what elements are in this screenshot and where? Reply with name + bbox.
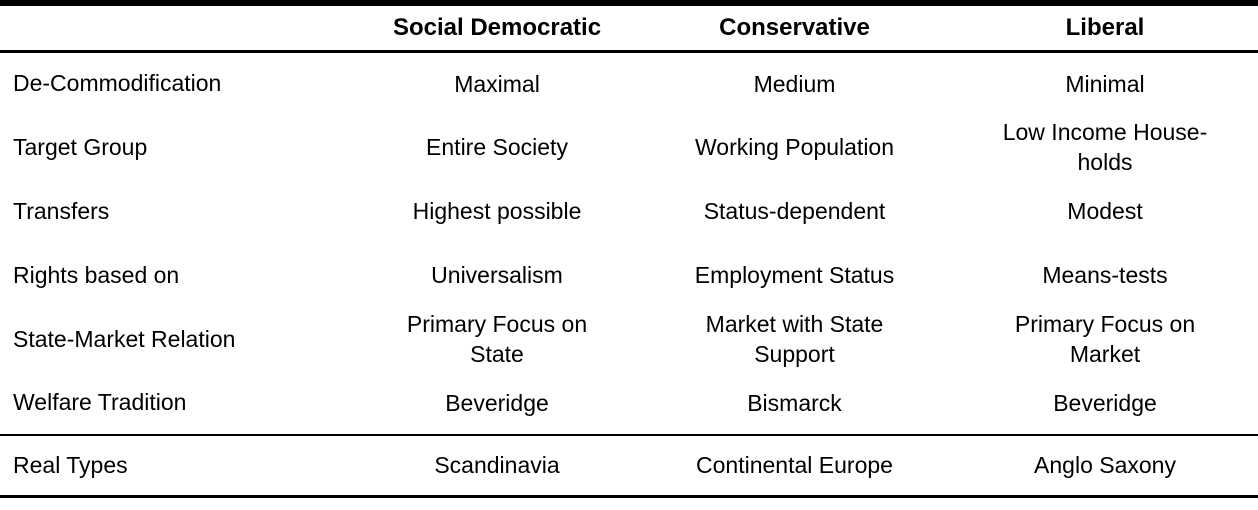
column-header-empty <box>0 3 357 51</box>
row-label: State-Market Relation <box>13 325 236 352</box>
table-row-transfers: Transfers Highest possible Status-depend… <box>0 179 1258 243</box>
column-header-liberal: Liberal <box>1065 13 1145 41</box>
cell-value: Continental Europe <box>696 452 893 479</box>
cell-value: Beveridge <box>445 389 549 416</box>
row-label: Transfers <box>13 197 110 224</box>
cell-value: Medium <box>753 70 836 97</box>
table-row-real-types: Real Types Scandinavia Continental Europ… <box>0 435 1258 496</box>
header-row: Social Democratic Conservative Liberal <box>0 3 1258 51</box>
table-row-rights-based-on: Rights based on Universalism Employment … <box>0 243 1258 307</box>
cell-value: Primary Focus on State <box>406 311 588 367</box>
table-row-de-commodification: De-Commodification Maximal Medium Minima… <box>0 51 1258 115</box>
cell-value: Minimal <box>1065 70 1145 97</box>
row-label: Target Group <box>13 133 148 160</box>
cell-value: Working Population <box>694 134 895 160</box>
cell-value: Status-dependent <box>703 198 886 224</box>
cell-value: Low Income House- holds <box>1002 119 1208 175</box>
welfare-regime-comparison-table: Social Democratic Conservative Liberal D… <box>0 0 1258 498</box>
row-label: Welfare Tradition <box>13 389 187 415</box>
column-header-social-democratic: Social Democratic <box>392 13 602 41</box>
cell-value: Highest possible <box>412 198 582 224</box>
cell-value: Primary Focus on Market <box>1014 311 1196 367</box>
cell-value: Universalism <box>431 262 563 288</box>
cell-value: Entire Society <box>426 134 568 160</box>
cell-value: Means-tests <box>1042 262 1168 288</box>
row-label: Rights based on <box>13 261 180 288</box>
row-label: De-Commodification <box>13 70 222 97</box>
row-label: Real Types <box>13 451 128 478</box>
cell-value: Anglo Saxony <box>1034 452 1176 479</box>
table-row-target-group: Target Group Entire Society Working Popu… <box>0 115 1258 179</box>
cell-value: Maximal <box>454 70 540 97</box>
table-row-state-market-relation: State-Market Relation Primary Focus on S… <box>0 307 1258 371</box>
cell-value: Market with State Support <box>705 311 884 367</box>
column-header-conservative: Conservative <box>719 13 870 41</box>
cell-value: Bismarck <box>747 389 842 416</box>
table-row-welfare-tradition: Welfare Tradition Beveridge Bismarck Bev… <box>0 371 1258 435</box>
cell-value: Employment Status <box>694 262 895 288</box>
cell-value: Scandinavia <box>434 452 560 479</box>
cell-value: Beveridge <box>1053 389 1157 416</box>
cell-value: Modest <box>1067 198 1143 224</box>
